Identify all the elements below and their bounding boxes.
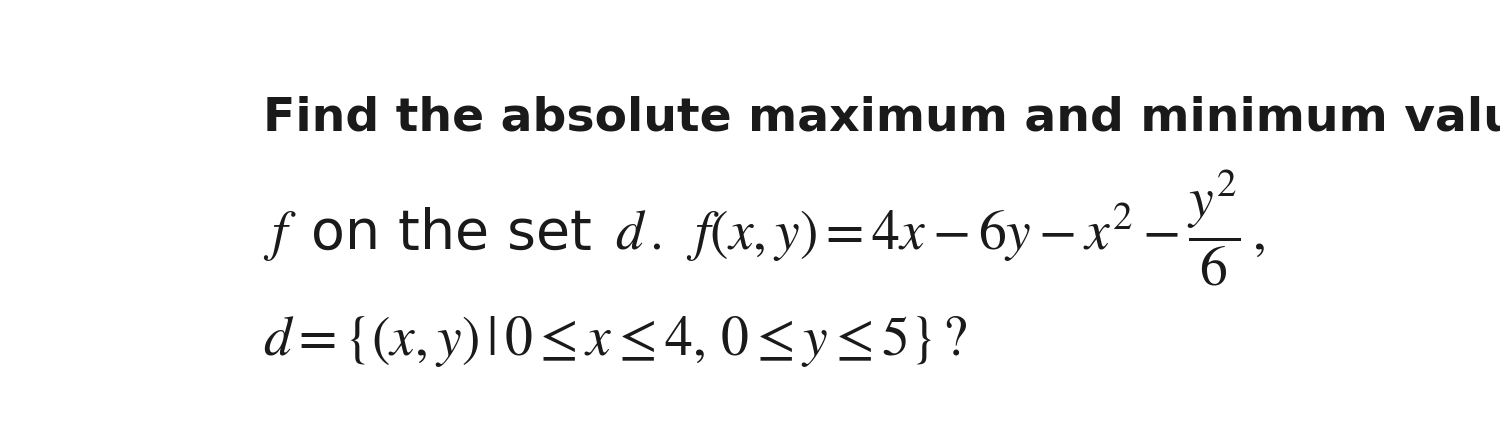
Text: $d = \{(x, y)\,|\,0 \leq x \leq 4,\, 0 \leq y \leq 5\}\,?$: $d = \{(x, y)\,|\,0 \leq x \leq 4,\, 0 \…: [262, 314, 968, 369]
Text: Find the absolute maximum and minimum values of: Find the absolute maximum and minimum va…: [262, 96, 1500, 141]
Text: $f\,$ on the set $\,d\,.\;\; f(x, y) = 4x - 6y - x^2 - \dfrac{y^2}{6}\,,$: $f\,$ on the set $\,d\,.\;\; f(x, y) = 4…: [262, 168, 1264, 289]
